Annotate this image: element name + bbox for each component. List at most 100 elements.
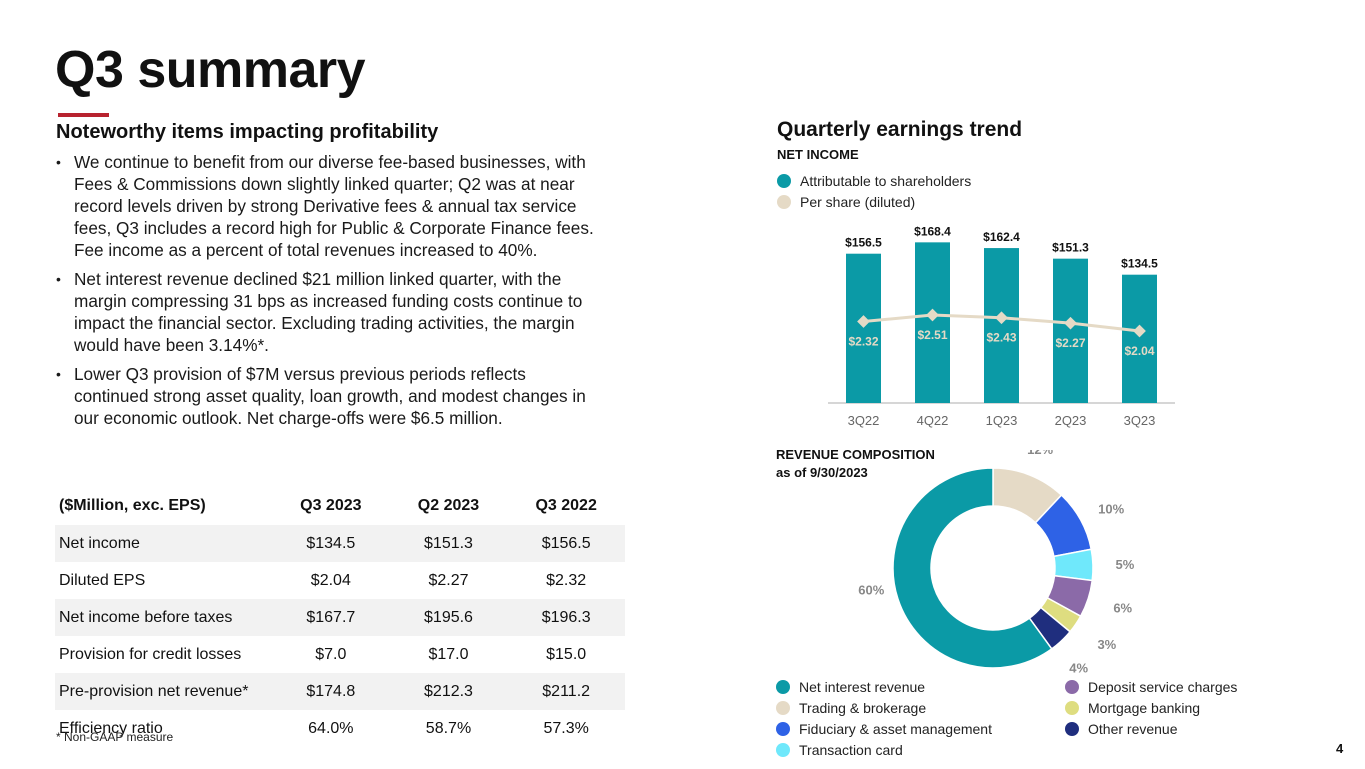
legend-swatch: [1065, 701, 1079, 715]
table-cell: Efficiency ratio: [59, 719, 163, 737]
legend-swatch: [776, 743, 790, 757]
legend-item-trading-brokerage: Trading & brokerage: [776, 700, 926, 716]
legend-item-deposit-service: Deposit service charges: [1065, 679, 1237, 695]
table-cell: Pre-provision net revenue*: [55, 673, 272, 710]
legend-label: Net interest revenue: [799, 679, 926, 695]
revenue-title-line: REVENUE COMPOSITION: [776, 447, 935, 462]
legend-label: Per share (diluted): [800, 194, 916, 210]
table-cell: $174.8: [272, 673, 390, 710]
x-tick-label: 4Q22: [917, 413, 949, 428]
table-row: Net income before taxes $167.7 $195.6 $1…: [55, 599, 625, 636]
legend-swatch: [776, 680, 790, 694]
net-income-bar: [1122, 274, 1157, 403]
bullet-text: Lower Q3 provision of $7M versus previou…: [74, 364, 586, 428]
x-tick-label: 2Q23: [1055, 413, 1087, 428]
bullet-item: • We continue to benefit from our diverse…: [56, 151, 596, 261]
table-cell: $151.3: [389, 525, 508, 562]
table-cell: $15.0: [546, 645, 587, 663]
table-cell: $134.5: [272, 525, 390, 562]
legend-label: Trading & brokerage: [799, 700, 927, 716]
table-cell: 64.0%: [308, 719, 354, 737]
table-cell: 57.3%: [543, 719, 589, 737]
bar-value-label: $151.3: [1052, 241, 1089, 255]
page-number: 4: [1336, 741, 1344, 756]
legend-label: Attributable to shareholders: [800, 173, 972, 189]
bar-value-label: $156.5: [845, 236, 882, 250]
eps-value-label: $2.27: [1055, 336, 1085, 350]
x-tick-label: 3Q23: [1124, 413, 1156, 428]
earnings-chart-subtitle: NET INCOME: [777, 147, 859, 162]
table-cell: Net income before taxes: [55, 599, 272, 636]
legend-item-transaction-card: Transaction card: [776, 742, 903, 758]
legend-label: Transaction card: [799, 742, 903, 758]
table-cell: $212.3: [389, 673, 508, 710]
legend-label: Deposit service charges: [1088, 679, 1238, 695]
bullet-item: • Net interest revenue declined $21 milli…: [56, 268, 596, 356]
legend-item-net-interest-revenue: Net interest revenue: [776, 679, 925, 695]
bullet-symbol: •: [56, 271, 61, 287]
table-cell: $211.2: [507, 673, 625, 710]
table-header-cell: ($Million, exc. EPS): [59, 497, 206, 514]
donut-slice-label: 12%: [1027, 450, 1053, 457]
legend-swatch: [776, 701, 790, 715]
earnings-bar-chart: $156.5 3Q22 $168.4 4Q22 $162.4 1Q23 $151.3 2Q23…: [828, 224, 1175, 428]
legend-swatch: [1065, 722, 1079, 736]
bullet-item: • Lower Q3 provision of $7M versus previo…: [56, 363, 596, 429]
donut-slice-label: 3%: [1097, 637, 1116, 652]
donut-slice: [892, 467, 1053, 669]
table-cell: $2.32: [546, 571, 587, 589]
table-cell: 58.7%: [425, 719, 472, 737]
legend-item-fiduciary: Fiduciary & asset management: [776, 721, 992, 737]
revenue-donut-chart: 12% 10% 5% 6% 3% 4% 60%: [858, 450, 1135, 675]
x-tick-label: 3Q22: [848, 413, 880, 428]
legend-item-mortgage-banking: Mortgage banking: [1065, 700, 1200, 716]
net-income-bar: [846, 253, 881, 403]
noteworthy-bullet-list: • We continue to benefit from our diverse…: [56, 151, 596, 436]
earnings-chart-title: Quarterly earnings trend: [777, 118, 1023, 141]
x-tick-label: 1Q23: [986, 413, 1018, 428]
table-row: Pre-provision net revenue* $174.8 $212.3…: [55, 673, 625, 710]
table-header-cell: Q2 2023: [417, 497, 480, 514]
legend-label: Mortgage banking: [1088, 700, 1201, 716]
table-cell: $2.04: [310, 571, 351, 589]
donut-slice-label: 10%: [1098, 501, 1124, 516]
table-header-cell: Q3 2023: [300, 497, 362, 514]
table-cell: Diluted EPS: [59, 571, 146, 589]
table-header-cell: Q3 2022: [535, 497, 597, 514]
legend-swatch: [777, 174, 791, 188]
bar-value-label: $168.4: [914, 224, 951, 238]
eps-value-label: $2.43: [986, 331, 1016, 345]
bar-value-label: $162.4: [983, 230, 1020, 244]
donut-slice-label: 5%: [1116, 557, 1135, 572]
table-row: Provision for credit losses $7.0 $17.0 $…: [55, 636, 625, 673]
donut-slice-label: 4%: [1069, 660, 1088, 675]
financial-summary-table: ($Million, exc. EPS) Q3 2023 Q2 2023 Q3 …: [55, 487, 625, 747]
legend-label: Fiduciary & asset management: [799, 721, 992, 737]
table-cell: Net income: [55, 525, 272, 562]
legend-label: Other revenue: [1088, 721, 1178, 737]
table-cell: $167.7: [272, 599, 390, 636]
legend-swatch: [777, 195, 791, 209]
bullet-text: We continue to benefit from our diverse …: [74, 152, 594, 260]
eps-value-label: $2.51: [917, 328, 947, 342]
net-income-bar: [984, 248, 1019, 403]
eps-value-label: $2.04: [1124, 344, 1154, 358]
table-row: Net income $134.5 $151.3 $156.5: [55, 525, 625, 562]
bullet-text: Net interest revenue declined $21 millio…: [74, 269, 583, 355]
table-cell: Provision for credit losses: [59, 645, 242, 663]
table-header-row: ($Million, exc. EPS) Q3 2023 Q2 2023 Q3 …: [55, 487, 625, 525]
donut-slice-label: 60%: [858, 583, 884, 598]
net-income-bar: [1053, 258, 1088, 403]
noteworthy-heading: Noteworthy items impacting profitability: [56, 121, 439, 143]
table-row: Diluted EPS $2.04 $2.27 $2.32: [55, 562, 625, 599]
title-accent-rule: [58, 113, 109, 117]
table-cell: $195.6: [389, 599, 508, 636]
legend-swatch: [776, 722, 790, 736]
table-row: Efficiency ratio 64.0% 58.7% 57.3%: [55, 710, 625, 747]
bar-value-label: $134.5: [1121, 257, 1158, 271]
donut-slice-label: 6%: [1113, 601, 1132, 616]
revenue-composition-title: REVENUE COMPOSITION as of 9/30/2023: [776, 446, 935, 482]
legend-swatch: [1065, 680, 1079, 694]
table-cell: $2.27: [428, 571, 469, 589]
bullet-symbol: •: [56, 366, 61, 382]
